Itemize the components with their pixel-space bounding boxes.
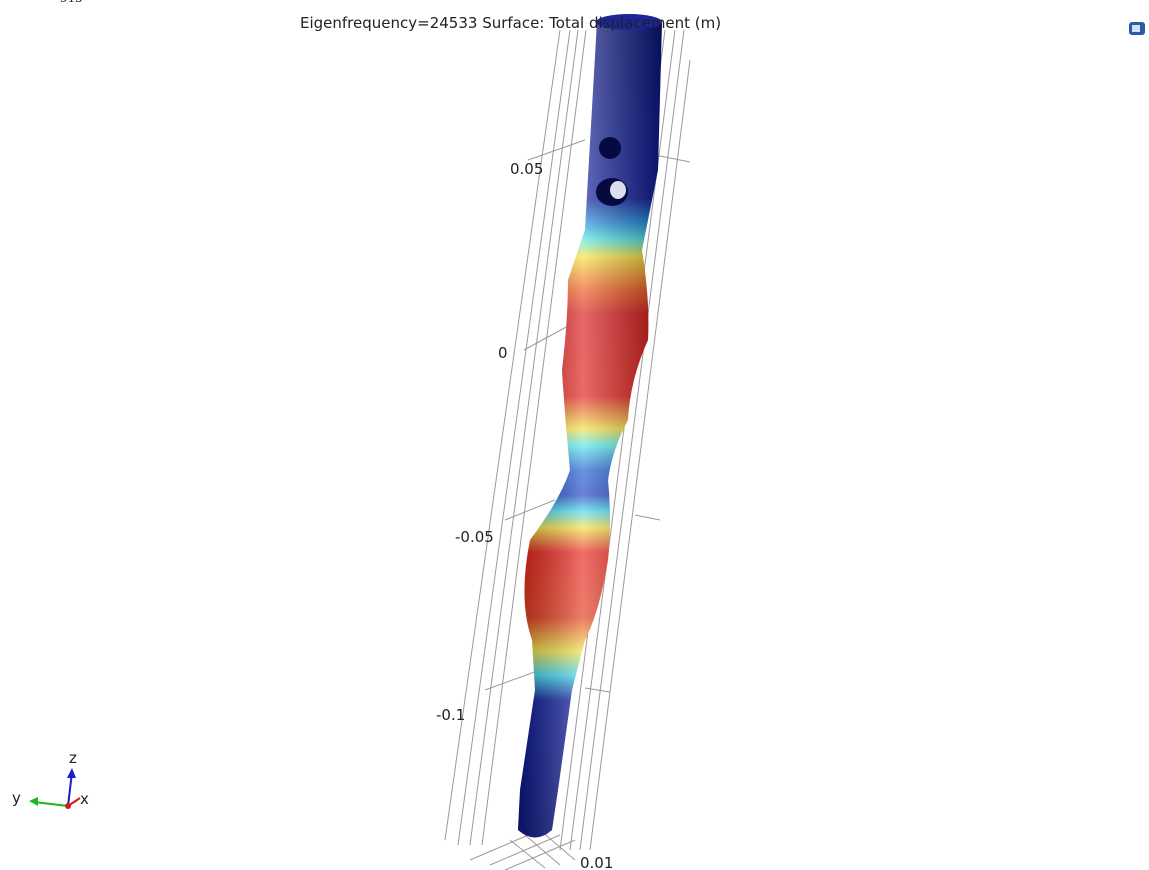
axis-label: 0 [498, 344, 508, 362]
plot-window: Eigenfrequency=24533 Surface: Total disp… [0, 0, 1149, 870]
axis-triad: z y x [12, 749, 89, 809]
triad-label: x [80, 790, 89, 808]
shaft-shading [518, 17, 662, 838]
corner-text: 915 [60, 0, 83, 6]
plot-title: Eigenfrequency=24533 Surface: Total disp… [300, 14, 721, 32]
axis-label: -0.05 [455, 528, 494, 546]
axis-label: 0.01 [580, 854, 613, 870]
zoom-extents-button[interactable] [1129, 22, 1145, 35]
viewport: Eigenfrequency=24533 Surface: Total disp… [0, 0, 1149, 870]
hole [599, 137, 621, 159]
hole-through [610, 181, 626, 199]
axis-label: -0.1 [436, 706, 465, 724]
axis-label: 0.05 [510, 160, 543, 178]
triad-label: y [12, 789, 21, 807]
triad-label: z [69, 749, 77, 767]
